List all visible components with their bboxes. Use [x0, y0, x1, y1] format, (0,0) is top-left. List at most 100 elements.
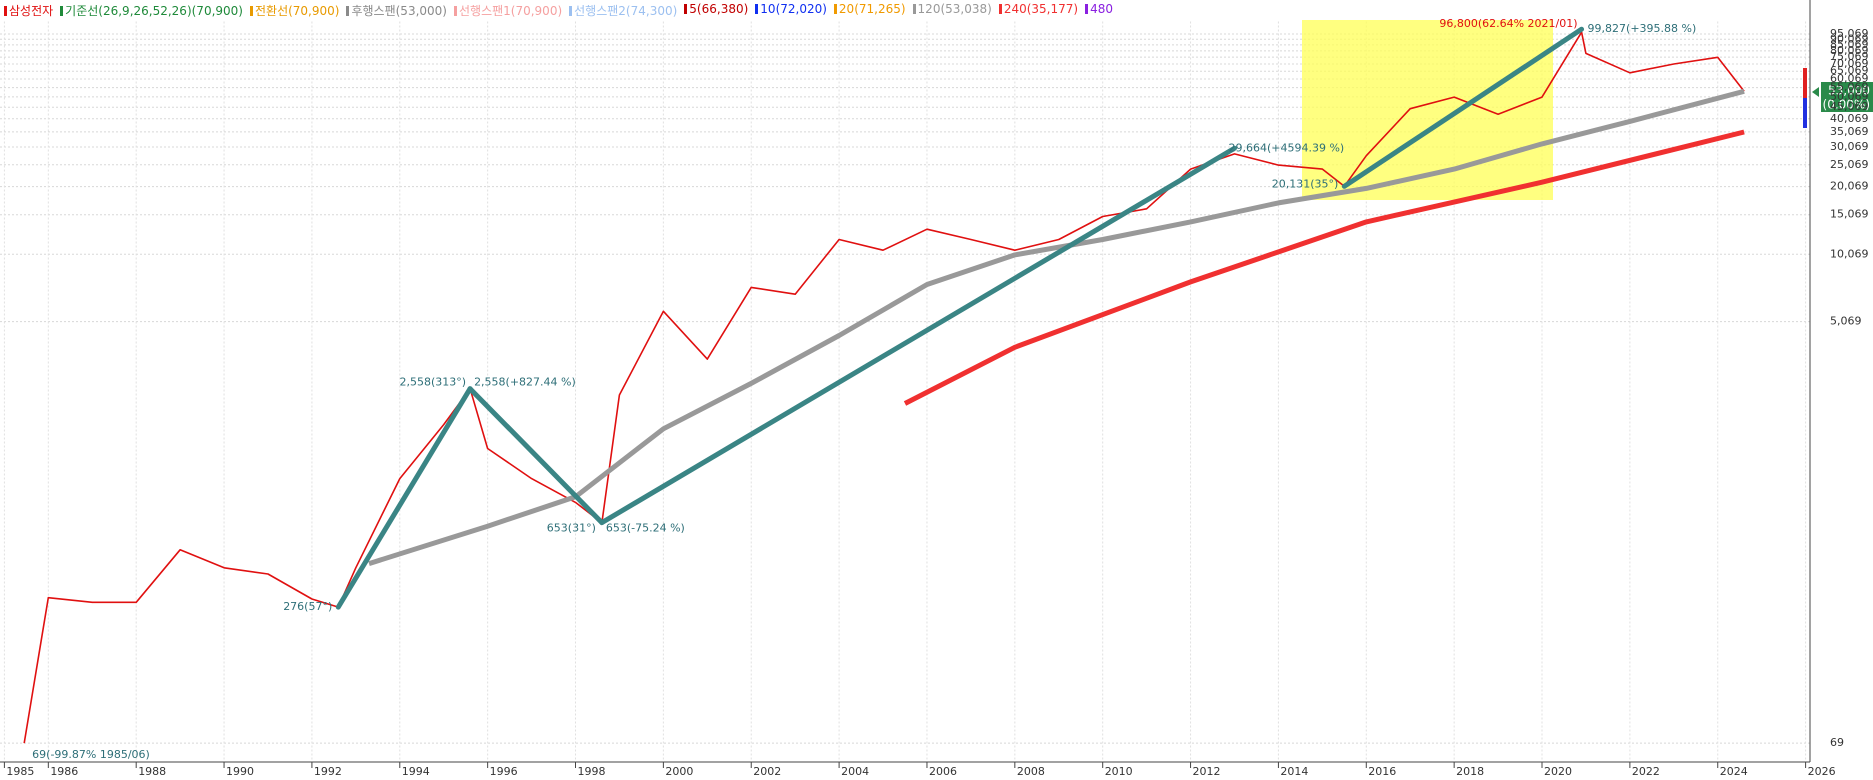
legend-swatch — [912, 4, 916, 14]
x-tick-label: 2004 — [841, 765, 869, 778]
legend-swatch — [1085, 4, 1089, 14]
legend-label: 선행스팬2(74,300) — [574, 4, 678, 18]
legend-label: 선행스팬1(70,900) — [458, 4, 563, 18]
legend-item: 120(53,038) — [912, 2, 992, 19]
legend-item: 선행스팬2(74,300) — [569, 2, 677, 19]
x-tick-label: 2002 — [753, 765, 781, 778]
y-tick-label: 35,069 — [1830, 125, 1869, 138]
legend-item: 5(66,380) — [684, 2, 748, 19]
x-tick-label: 1986 — [50, 765, 78, 778]
y-tick-label: 55,069 — [1830, 81, 1869, 94]
x-tick-label: 2020 — [1544, 765, 1572, 778]
range-marker — [1803, 98, 1807, 128]
y-tick-label: 90,069 — [1830, 32, 1869, 45]
y-tick-label: 95,069 — [1830, 27, 1869, 40]
annotation: 96,800(62.64% 2021/01) — [1439, 17, 1577, 30]
legend-label: 20(71,265) — [838, 2, 906, 16]
x-tick-label: 2010 — [1105, 765, 1133, 778]
legend-item: 전환선(70,900) — [249, 2, 340, 19]
x-tick-label: 1996 — [490, 765, 518, 778]
x-tick-label: 2024 — [1720, 765, 1748, 778]
x-tick-label: 2016 — [1368, 765, 1396, 778]
x-tick-label: 2012 — [1193, 765, 1221, 778]
y-tick-label: 60,069 — [1830, 72, 1869, 85]
price-tag-box — [1821, 82, 1873, 112]
legend-swatch — [755, 4, 759, 14]
moving-average-line — [368, 88, 1745, 566]
x-tick-label: 2018 — [1456, 765, 1484, 778]
annotation: 653(31°) — [547, 522, 596, 535]
moving-average-line — [903, 129, 1745, 406]
y-tick-label: 75,069 — [1830, 50, 1869, 63]
y-tick-label: 25,069 — [1830, 158, 1869, 171]
y-tick-label: 50,069 — [1830, 90, 1869, 103]
x-tick-label: 2006 — [929, 765, 957, 778]
legend-label: 480 — [1090, 2, 1113, 16]
annotation: 2,558(+827.44 %) — [474, 376, 576, 389]
y-tick-label: 40,069 — [1830, 112, 1869, 125]
x-tick-label: 2014 — [1280, 765, 1308, 778]
legend-label: 240(35,177) — [1003, 2, 1079, 16]
legend-item: 240(35,177) — [998, 2, 1079, 19]
annotation: 2,558(313°) — [399, 376, 466, 389]
price-line — [23, 31, 1745, 744]
legend-label: 기준선(26,9,26,52,26)(70,900) — [65, 4, 243, 18]
price-tag-arrow — [1812, 87, 1819, 97]
x-tick-label: 2008 — [1017, 765, 1045, 778]
legend-item: 20(71,265) — [833, 2, 906, 19]
legend-swatch — [684, 4, 688, 14]
x-tick-label: 1998 — [578, 765, 606, 778]
x-tick-label: 2022 — [1632, 765, 1660, 778]
y-tick-label: 70,069 — [1830, 57, 1869, 70]
x-tick-label: 1990 — [226, 765, 254, 778]
x-tick-label: 2000 — [665, 765, 693, 778]
price-tag-value: 53,000 — [1828, 84, 1870, 98]
legend-item: 삼성전자 — [4, 2, 53, 19]
annotation: 276(57°) — [283, 600, 332, 613]
price-tag-change: (0.00%) — [1823, 98, 1870, 112]
y-tick-label: 15,069 — [1830, 208, 1869, 221]
x-tick-label: 2026 — [1808, 765, 1836, 778]
legend-swatch — [346, 6, 350, 16]
trend-line — [467, 386, 605, 526]
legend-item: 10(72,020) — [755, 2, 827, 19]
annotation: 99,827(+395.88 %) — [1588, 22, 1697, 35]
y-tick-label: 85,069 — [1830, 38, 1869, 51]
y-tick-label: 65,069 — [1830, 64, 1869, 77]
x-tick-label: 1988 — [138, 765, 166, 778]
legend-item: 선행스팬1(70,900) — [453, 2, 563, 19]
legend-swatch — [60, 6, 64, 16]
legend-item: 기준선(26,9,26,52,26)(70,900) — [60, 2, 243, 19]
trend-line — [1341, 26, 1585, 189]
legend: 삼성전자 기준선(26,9,26,52,26)(70,900) 전환선(70,900… — [4, 2, 1113, 19]
legend-swatch — [998, 4, 1002, 14]
legend-item: 480 — [1085, 2, 1113, 19]
y-tick-label: 10,069 — [1830, 247, 1869, 260]
range-marker — [1803, 68, 1807, 98]
y-tick-label: 5,069 — [1830, 315, 1862, 328]
annotation: 69(-99.87% 1985/06) — [32, 748, 150, 761]
trend-line — [599, 145, 1237, 526]
x-tick-label: 1992 — [314, 765, 342, 778]
trend-line — [335, 386, 473, 610]
annotation: 20,131(35°) — [1272, 177, 1339, 190]
legend-label: 후행스팬(53,000) — [351, 4, 447, 18]
legend-item: 후행스팬(53,000) — [346, 2, 447, 19]
legend-label: 10(72,020) — [760, 2, 827, 16]
highlight-box — [1302, 20, 1553, 200]
annotation: 653(-75.24 %) — [606, 522, 685, 535]
legend-swatch — [833, 4, 837, 14]
y-tick-label: 45,069 — [1830, 100, 1869, 113]
legend-label: 전환선(70,900) — [254, 4, 340, 18]
legend-swatch — [249, 6, 253, 16]
y-tick-label: 80,069 — [1830, 44, 1869, 57]
y-tick-label: 20,069 — [1830, 180, 1869, 193]
x-tick-label: 1985 — [6, 765, 34, 778]
annotation: 29,664(+4594.39 %) — [1228, 141, 1344, 154]
legend-swatch — [453, 6, 457, 16]
legend-label: 5(66,380) — [689, 2, 749, 16]
legend-label: 삼성전자 — [9, 4, 54, 18]
legend-label: 120(53,038) — [917, 2, 992, 16]
